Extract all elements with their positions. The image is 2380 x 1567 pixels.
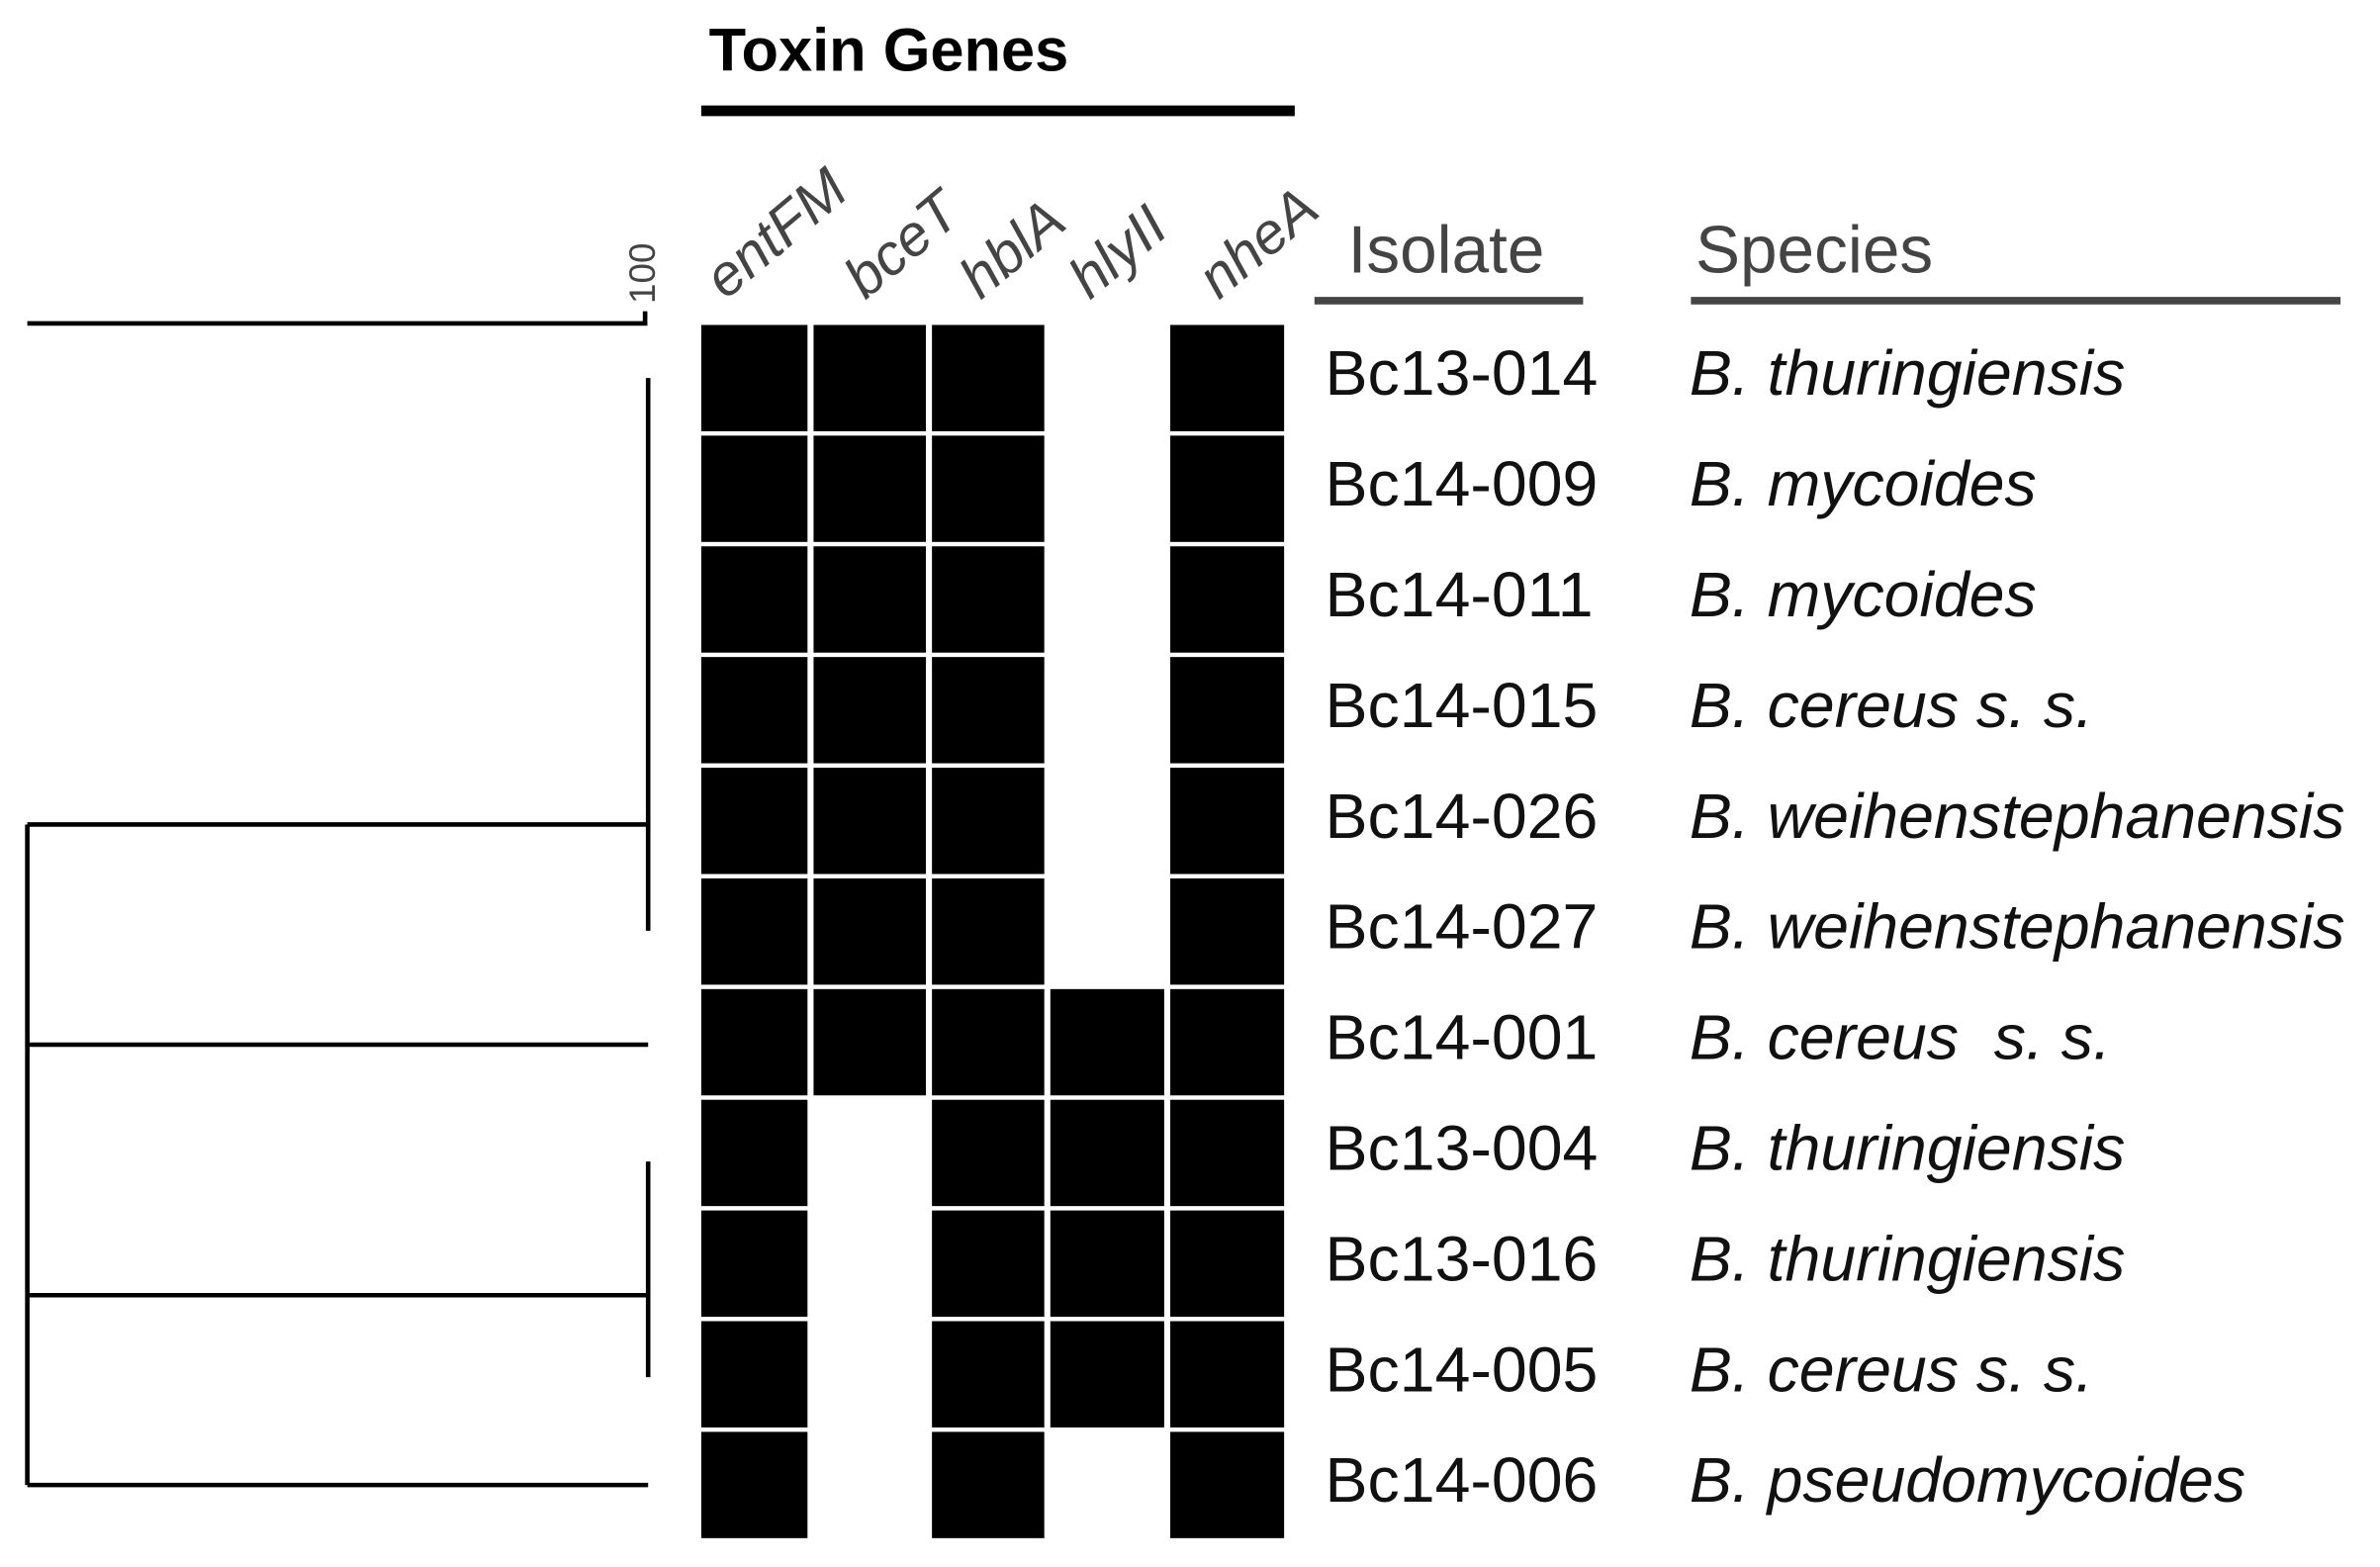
toxin-cell [932, 988, 1045, 1096]
isolate: Bc14-011 [1326, 559, 1594, 630]
gene-label: hlyII [1056, 193, 1179, 311]
toxin-cell [813, 324, 927, 431]
species-header: Species [1695, 214, 1933, 288]
species: B. cereus s. s. [1690, 1334, 2093, 1405]
isolate: Bc13-014 [1326, 337, 1599, 409]
toxin-cell [932, 877, 1045, 985]
toxin-cell [813, 1099, 927, 1207]
species: B. cereus s. s. [1690, 1002, 2111, 1073]
species: B. pseudomycoides [1690, 1444, 2245, 1516]
toxin-cell [700, 768, 808, 875]
toxin-cell [1170, 768, 1285, 875]
toxin-cell [1050, 877, 1164, 985]
species: B. mycoides [1690, 559, 2037, 630]
toxin-cell [1050, 988, 1164, 1096]
toxin-cell [700, 1099, 808, 1207]
isolate: Bc14-001 [1326, 1002, 1599, 1073]
toxin-cell [700, 1321, 808, 1428]
isolate: Bc13-016 [1326, 1223, 1599, 1294]
gene-label: entFM [692, 156, 860, 311]
isolate: Bc14-006 [1326, 1444, 1599, 1516]
toxin-cell [932, 1099, 1045, 1207]
toxin-cell [932, 435, 1045, 542]
toxin-cell [700, 877, 808, 985]
toxin-cell [1050, 324, 1164, 431]
isolate: Bc14-027 [1326, 891, 1599, 963]
species: B. weihenstephanensis [1690, 891, 2345, 963]
toxin-cell [813, 657, 927, 764]
dendrogram [25, 378, 651, 1488]
toxin-cell [813, 1431, 927, 1538]
toxin-cell [1170, 1210, 1285, 1318]
toxin-cell [1170, 324, 1285, 431]
toxin-cell [700, 324, 808, 431]
toxin-cell [1050, 1431, 1164, 1538]
toxin-cell [1170, 1431, 1285, 1538]
toxin-cell [1050, 546, 1164, 653]
species: B. cereus s. s. [1690, 670, 2093, 741]
toxin-cell [932, 546, 1045, 653]
toxin-cell [932, 1210, 1045, 1318]
scale-label: 100 [622, 243, 663, 304]
isolate: Bc14-005 [1326, 1334, 1599, 1405]
toxin-cell [1050, 435, 1164, 542]
isolate: Bc14-015 [1326, 670, 1599, 741]
toxin-cell [1170, 657, 1285, 764]
toxin-cell [1170, 988, 1285, 1096]
toxin-cell [813, 1210, 927, 1318]
toxin-cell [1170, 1321, 1285, 1428]
isolate-header: Isolate [1348, 214, 1545, 288]
toxin-cell [932, 324, 1045, 431]
gene-label: bceT [832, 176, 974, 311]
gene-label: hblA [948, 187, 1077, 311]
toxin-cell [813, 768, 927, 875]
toxin-cell [813, 435, 927, 542]
toxin-cell [700, 435, 808, 542]
toxin-cell [932, 1321, 1045, 1428]
toxin-cell [1170, 435, 1285, 542]
toxin-cell [932, 657, 1045, 764]
isolate: Bc14-026 [1326, 781, 1599, 852]
toxin-cell [700, 546, 808, 653]
species: B. thuringiensis [1690, 337, 2125, 409]
toxin-cell [813, 877, 927, 985]
gene-label: nheA [1186, 175, 1330, 311]
toxin-cell [700, 1210, 808, 1318]
isolate: Bc13-004 [1326, 1112, 1599, 1183]
species: B. weihenstephanensis [1690, 781, 2345, 852]
species: B. mycoides [1690, 448, 2037, 519]
toxin-cell [813, 546, 927, 653]
species: B. thuringiensis [1690, 1112, 2125, 1183]
toxin-cell [813, 1321, 927, 1428]
toxin-cell [1170, 546, 1285, 653]
toxin-cell [1050, 1099, 1164, 1207]
toxin-cell [1170, 877, 1285, 985]
toxin-cell [1050, 768, 1164, 875]
toxin-cell [1050, 1321, 1164, 1428]
toxin-cell [932, 768, 1045, 875]
toxin-cell [700, 988, 808, 1096]
isolate: Bc14-009 [1326, 448, 1599, 519]
toxin-cell [700, 657, 808, 764]
toxin-cell [1050, 657, 1164, 764]
toxin-cell [700, 1431, 808, 1538]
scale-bar [27, 311, 648, 326]
toxin-cell [1170, 1099, 1285, 1207]
toxin-cell [932, 1431, 1045, 1538]
species: B. thuringiensis [1690, 1223, 2125, 1294]
title: Toxin Genes [709, 16, 1069, 84]
toxin-cell [1050, 1210, 1164, 1318]
toxin-cell [813, 988, 927, 1096]
